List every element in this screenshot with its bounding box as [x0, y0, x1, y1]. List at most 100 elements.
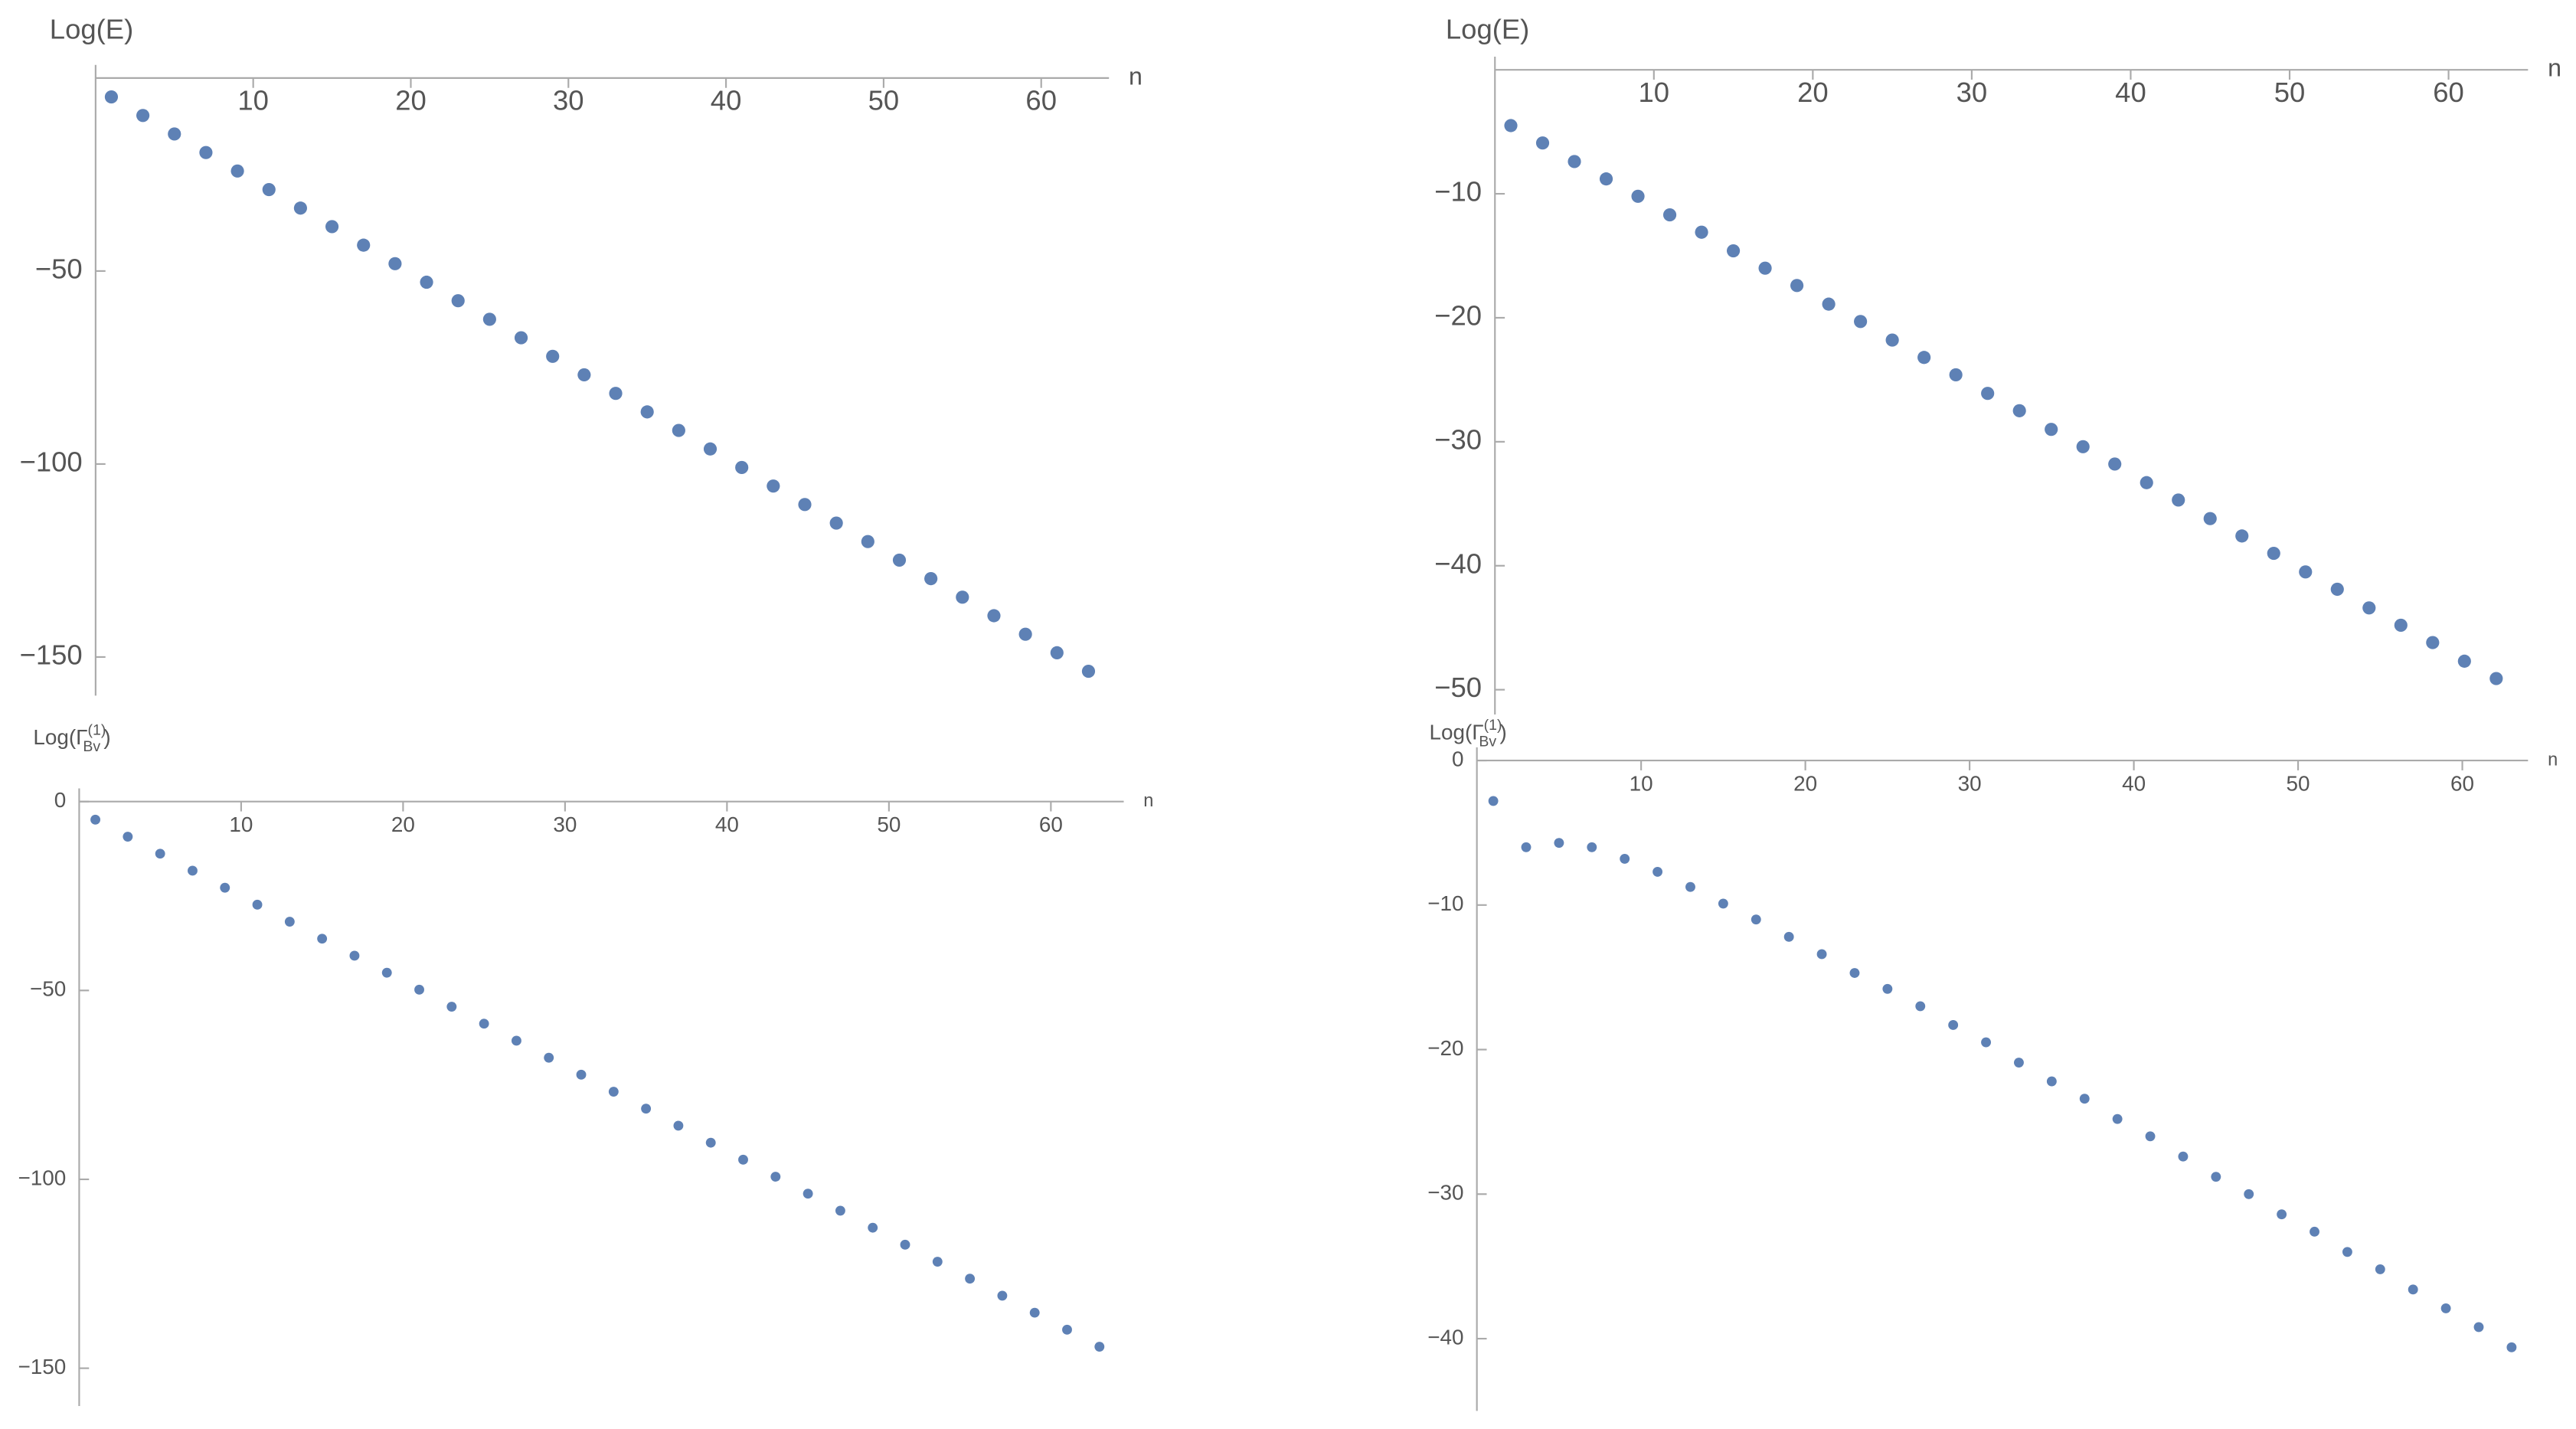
point	[1062, 1324, 1072, 1335]
point	[900, 1239, 910, 1250]
x-tick-label: 50	[2274, 77, 2306, 108]
point	[1790, 279, 1804, 293]
point	[1685, 881, 1695, 892]
x-tick-label: 20	[395, 85, 427, 116]
label-sub: Bv	[83, 738, 100, 755]
y-tick-label: 0	[1452, 747, 1464, 770]
label-part: Log(Γ	[33, 726, 87, 750]
point	[446, 1002, 457, 1012]
point	[2045, 423, 2058, 437]
y-tick-label: 0	[54, 788, 67, 812]
y-tick-label: −10	[1434, 176, 1482, 208]
point	[1050, 646, 1064, 659]
point	[2342, 1247, 2352, 1257]
x-tick-label: 40	[2115, 77, 2146, 108]
point	[414, 984, 424, 995]
x-tick-label: 30	[1957, 77, 1988, 108]
point	[2330, 582, 2344, 597]
point	[230, 164, 244, 178]
x-axis-label: n	[2548, 54, 2561, 82]
label-sup: (1)	[88, 722, 106, 739]
x-tick-label: 50	[2287, 772, 2310, 796]
point	[1029, 1307, 1040, 1318]
point	[576, 1069, 587, 1080]
point	[2267, 546, 2280, 561]
point	[2108, 457, 2122, 471]
point	[388, 257, 402, 270]
point	[2473, 1322, 2484, 1333]
point	[892, 553, 907, 567]
y-axis-label: Log(Γ(1) Bv)	[1429, 717, 1506, 750]
point	[1094, 1342, 1105, 1352]
y-tick-label: −150	[20, 639, 83, 671]
point	[641, 1104, 652, 1114]
point	[1949, 368, 1963, 381]
point	[2362, 601, 2376, 615]
point	[2457, 654, 2471, 668]
point	[1854, 315, 1868, 329]
y-tick-label: −100	[18, 1166, 66, 1189]
point	[987, 609, 1001, 623]
label-sup: (1)	[1484, 717, 1502, 734]
point	[1718, 898, 1728, 909]
point	[284, 917, 295, 927]
point	[451, 294, 465, 308]
point	[1822, 297, 1836, 311]
point	[1695, 225, 1708, 239]
point	[1554, 838, 1564, 849]
point	[829, 516, 843, 530]
x-tick-label: 10	[237, 85, 269, 116]
point	[965, 1274, 976, 1284]
y-tick-label: −40	[1434, 548, 1482, 579]
point	[514, 331, 528, 345]
point	[735, 460, 749, 475]
point	[511, 1035, 521, 1046]
point	[2489, 672, 2503, 685]
point	[1948, 1020, 1959, 1030]
point	[2014, 1058, 2024, 1068]
y-tick-label: −10	[1427, 891, 1463, 915]
point	[1631, 189, 1645, 203]
x-tick-label: 30	[553, 813, 577, 836]
point	[2203, 512, 2217, 525]
label-part: Log(Γ	[1429, 721, 1483, 744]
point	[1917, 351, 1931, 365]
point	[861, 535, 874, 548]
x-tick-label: 40	[711, 85, 742, 116]
y-tick-label: −20	[1434, 300, 1482, 332]
x-axis-label: n	[1129, 62, 1143, 90]
point	[1599, 172, 1613, 186]
point	[2299, 565, 2313, 579]
x-tick-label: 10	[229, 813, 253, 836]
x-tick-label: 60	[1025, 85, 1057, 116]
point	[168, 127, 181, 141]
y-tick-label: −100	[20, 446, 83, 478]
point	[1726, 244, 1741, 258]
y-tick-label: −50	[30, 977, 66, 1001]
point	[798, 498, 812, 512]
point	[104, 90, 119, 104]
x-tick-label: 60	[2450, 772, 2474, 796]
point	[252, 899, 263, 910]
point	[1849, 968, 1860, 978]
point	[770, 1172, 781, 1182]
point	[317, 934, 328, 944]
x-tick-label: 50	[868, 85, 900, 116]
point	[2310, 1226, 2319, 1237]
point	[932, 1257, 943, 1267]
point	[2079, 1094, 2090, 1104]
point	[381, 967, 392, 978]
point	[2012, 404, 2026, 417]
point	[2440, 1303, 2451, 1313]
x-tick-label: 30	[1958, 772, 1982, 796]
x-tick-label: 30	[553, 85, 584, 116]
point	[188, 865, 198, 876]
x-tick-label: 60	[1039, 813, 1063, 836]
point	[2112, 1113, 2123, 1124]
x-axis-label: n	[1143, 790, 1153, 810]
y-axis-label: Log(E)	[1446, 13, 1529, 44]
point	[1652, 866, 1663, 877]
point	[608, 1087, 619, 1097]
